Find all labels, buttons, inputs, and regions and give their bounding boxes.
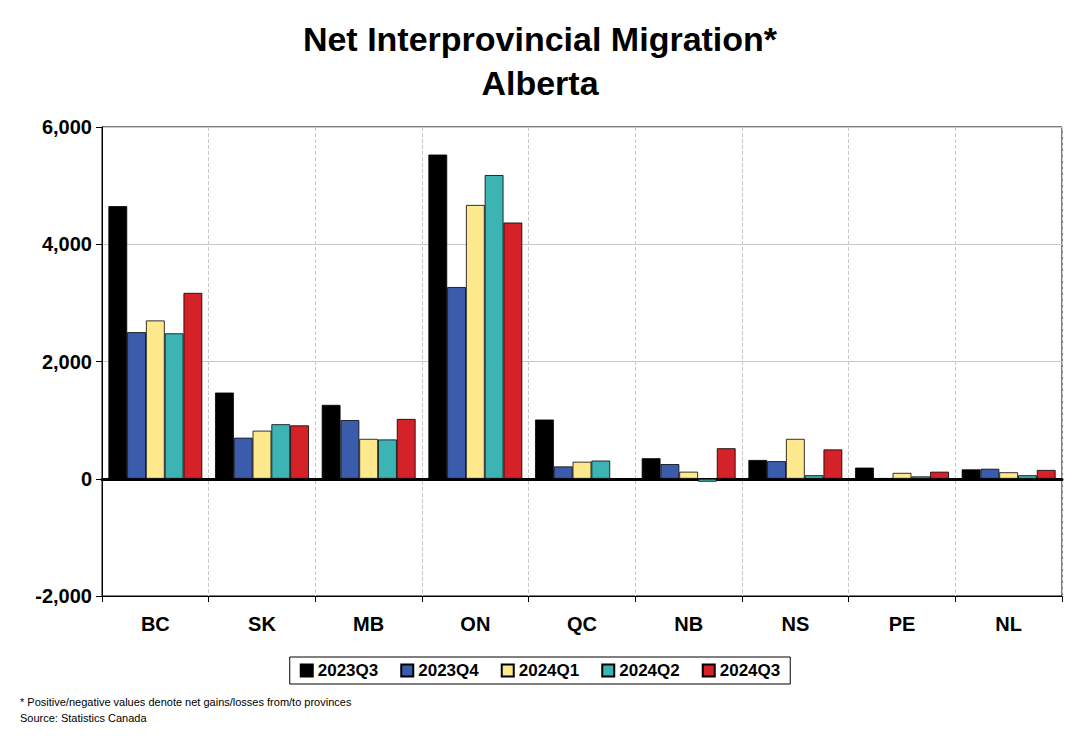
svg-text:2,000: 2,000	[42, 351, 92, 373]
svg-text:NS: NS	[781, 613, 809, 635]
svg-text:4,000: 4,000	[42, 233, 92, 255]
svg-text:QC: QC	[567, 613, 597, 635]
svg-text:MB: MB	[353, 613, 384, 635]
svg-text:-2,000: -2,000	[35, 585, 92, 607]
svg-text:* Positive/negative values den: * Positive/negative values denote net ga…	[20, 696, 352, 708]
svg-text:NL: NL	[995, 613, 1022, 635]
svg-text:BC: BC	[141, 613, 170, 635]
svg-text:2024Q2: 2024Q2	[619, 661, 680, 680]
svg-text:2024Q1: 2024Q1	[519, 661, 580, 680]
svg-text:Source: Statistics Canada: Source: Statistics Canada	[20, 712, 147, 724]
svg-text:PE: PE	[889, 613, 916, 635]
svg-text:6,000: 6,000	[42, 116, 92, 138]
svg-text:0: 0	[81, 468, 92, 490]
svg-text:2023Q3: 2023Q3	[318, 661, 379, 680]
svg-text:SK: SK	[248, 613, 276, 635]
svg-text:2024Q3: 2024Q3	[720, 661, 781, 680]
svg-text:Net Interprovincial Migration*: Net Interprovincial Migration*	[303, 20, 778, 58]
svg-text:NB: NB	[674, 613, 703, 635]
svg-text:2023Q4: 2023Q4	[418, 661, 479, 680]
svg-text:ON: ON	[460, 613, 490, 635]
svg-text:Alberta: Alberta	[481, 64, 599, 102]
